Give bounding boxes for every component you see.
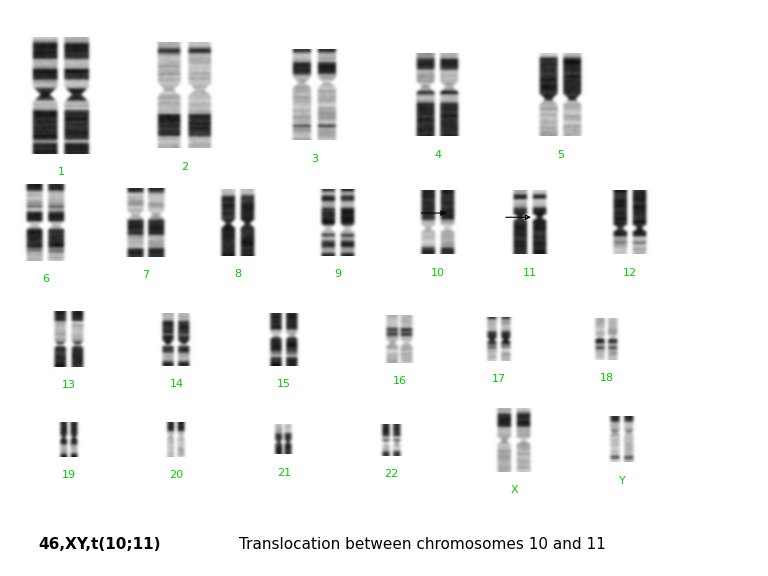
- Text: 16: 16: [392, 376, 406, 386]
- Text: 7: 7: [142, 270, 150, 281]
- Text: 13: 13: [62, 380, 76, 390]
- Text: 11: 11: [523, 268, 537, 278]
- Text: Translocation between chromosomes 10 and 11: Translocation between chromosomes 10 and…: [239, 537, 606, 552]
- Text: Y: Y: [619, 476, 625, 486]
- Text: 1: 1: [58, 167, 65, 177]
- Text: 21: 21: [277, 468, 291, 478]
- Text: 6: 6: [42, 274, 50, 284]
- Text: 8: 8: [234, 269, 242, 279]
- Text: 22: 22: [385, 469, 399, 479]
- Text: 10: 10: [431, 268, 445, 278]
- Text: 9: 9: [334, 269, 342, 279]
- Text: 20: 20: [170, 470, 184, 480]
- Text: 5: 5: [557, 150, 564, 160]
- Text: 14: 14: [170, 379, 184, 389]
- Text: 2: 2: [180, 162, 188, 172]
- Text: X: X: [511, 485, 518, 495]
- Text: 12: 12: [623, 268, 637, 278]
- Text: 4: 4: [434, 150, 442, 160]
- Text: 18: 18: [600, 373, 614, 383]
- Text: 46,XY,t(10;11): 46,XY,t(10;11): [38, 537, 161, 552]
- Text: 3: 3: [311, 154, 319, 164]
- Text: 19: 19: [62, 470, 76, 480]
- Text: 17: 17: [492, 374, 506, 384]
- Text: 15: 15: [277, 379, 291, 389]
